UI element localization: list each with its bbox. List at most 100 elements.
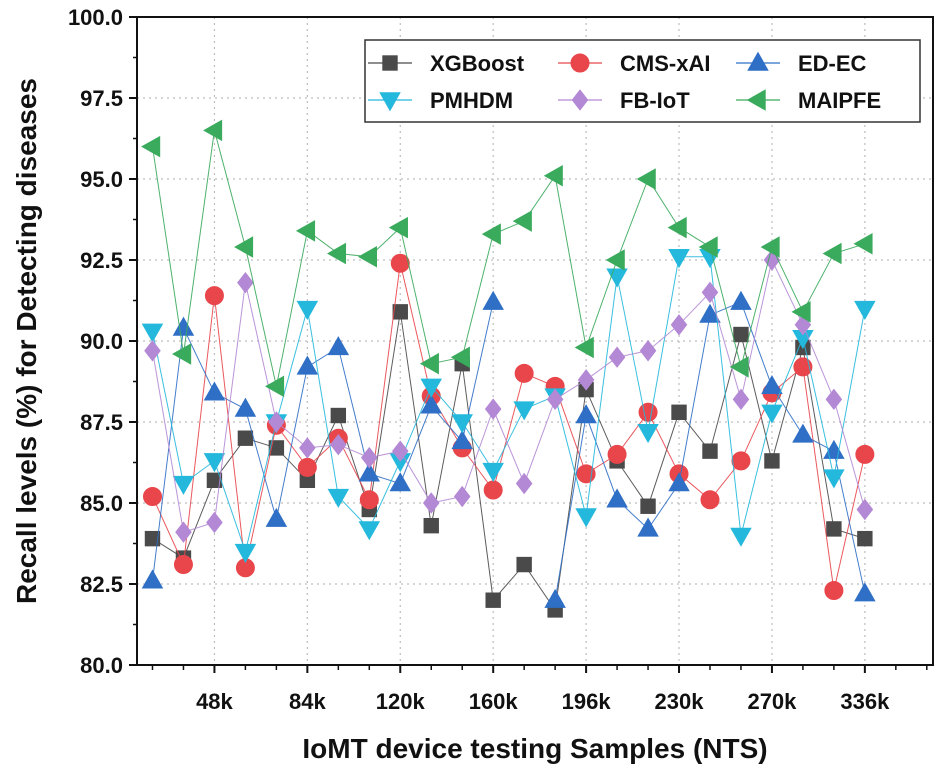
marker-triangle-up [699,303,721,323]
marker-triangle-down [172,475,195,495]
marker-triangle-down [854,300,876,320]
marker-triangle-left [574,336,594,359]
y-tick-label: 85.0 [80,491,123,516]
marker-triangle-left [605,249,625,271]
marker-triangle-up [575,404,597,424]
marker-triangle-up [668,472,690,492]
legend-box [364,39,921,123]
marker-square [857,530,873,547]
marker-triangle-down [823,469,845,489]
marker-square [485,592,501,608]
marker-square [268,440,285,456]
legend-item-ed-ec: ED-EC [736,51,867,76]
marker-circle [142,487,162,507]
marker-square [423,517,439,534]
x-tick-label: 196k [562,689,612,714]
x-tick-label: 120k [376,689,426,714]
marker-triangle-up [761,374,783,395]
legend-item-fb-iot: FB-IoT [558,88,690,113]
marker-triangle-up [792,423,814,443]
marker-square [640,498,656,514]
marker-diamond [144,340,161,362]
y-tick-label: 82.5 [80,572,123,597]
legend-label: ED-EC [798,51,867,76]
marker-triangle-left [326,242,347,265]
marker-triangle-down [420,378,442,398]
legend-label: CMS-xAI [620,51,710,76]
marker-diamond [608,346,626,368]
marker-triangle-down [451,414,473,434]
y-tick-label: 90.0 [80,329,123,354]
marker-square [702,443,718,459]
marker-triangle-up [389,472,412,492]
marker-diamond [391,440,409,462]
series-line [152,256,866,554]
marker-circle [390,253,410,273]
marker-triangle-left [388,216,408,239]
x-tick-label: 230k [655,689,705,714]
marker-triangle-up [203,381,226,401]
marker-triangle-left [203,119,223,142]
marker-circle [824,580,844,600]
marker-diamond [268,411,285,433]
marker-square [206,472,223,489]
axes-ticks: 80.0 82.5 85.0 87.5 90.0 92.5 95.0 97.5 100.0 48k… [68,5,928,714]
marker-diamond [453,485,471,508]
marker-diamond [571,89,589,111]
marker-triangle-down [141,323,164,343]
marker-triangle-up [420,394,442,414]
legend-label: PMHDM [430,88,513,113]
marker-square [237,430,254,446]
marker-triangle-left [698,236,718,258]
marker-triangle-down [358,521,381,541]
marker-triangle-down [513,401,535,421]
marker-triangle-left [729,356,749,378]
marker-triangle-left [512,210,532,232]
marker-triangle-down [761,404,783,424]
marker-diamond [639,340,657,362]
marker-diamond [732,388,750,411]
legend-label: MAIPFE [798,88,881,113]
marker-triangle-down [296,300,319,320]
series-maipfe [141,119,873,398]
legend-item-xgboost: XGBoost [368,51,525,76]
legend-item-maipfe: MAIPFE [736,88,881,113]
y-tick-label: 87.5 [80,410,123,435]
marker-diamond [701,281,719,304]
marker-triangle-down [730,527,752,547]
marker-circle [607,444,627,464]
marker-square [764,453,780,469]
marker-triangle-up [265,507,288,527]
marker-triangle-left [636,168,656,190]
marker-triangle-left [234,236,254,258]
marker-diamond [825,388,843,411]
marker-triangle-left [450,346,470,368]
marker-diamond [515,472,533,495]
marker-circle [855,444,875,464]
marker-square [330,407,347,424]
marker-square [516,556,532,573]
marker-diamond [670,314,688,336]
y-tick-label: 97.5 [80,86,123,111]
marker-triangle-up [234,397,257,417]
marker-triangle-down [379,92,401,112]
marker-triangle-up [606,488,628,508]
legend: XGBoost CMS-xAI ED-EC PMHDM FB-IoT MAIPFE [364,39,921,123]
marker-triangle-up [296,355,319,375]
marker-triangle-up [730,290,752,310]
marker-triangle-left [543,165,563,187]
y-tick-label: 80.0 [80,653,123,678]
x-axis-title: IoMT device testing Samples (NTS) [302,733,767,764]
x-tick-label: 84k [289,689,326,714]
marker-triangle-left [141,135,161,158]
marker-square [671,404,687,420]
series-layer [141,119,876,618]
marker-triangle-left [667,216,687,239]
marker-circle [297,457,317,477]
series-line [152,130,866,387]
marker-triangle-up [482,290,504,310]
marker-triangle-left [760,236,780,258]
series-fb-iot [144,249,874,543]
x-tick-label: 336k [840,689,890,714]
